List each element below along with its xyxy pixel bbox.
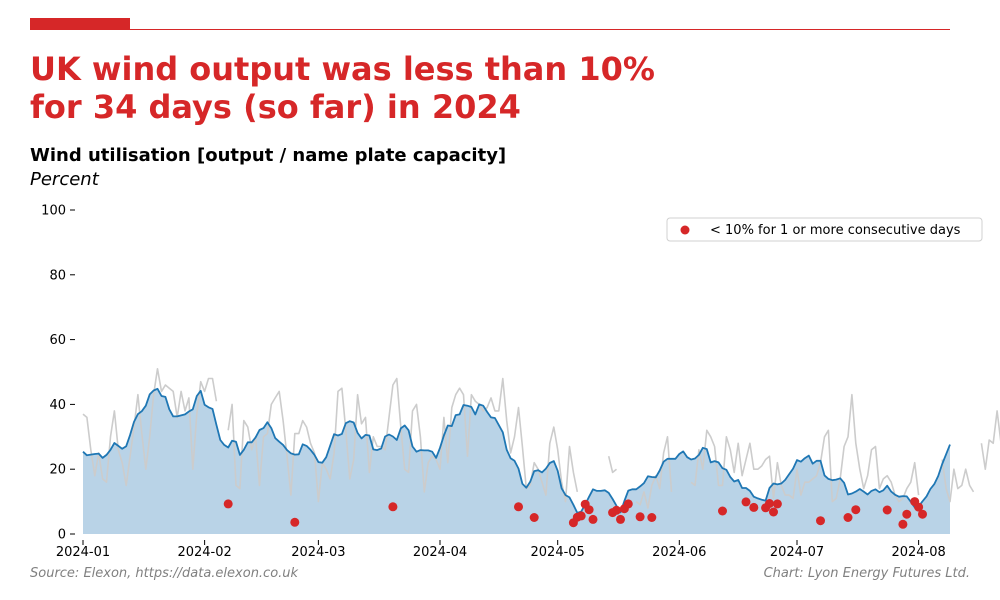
low-wind-marker bbox=[223, 499, 233, 509]
low-wind-marker bbox=[612, 505, 621, 515]
daily-utilisation-line bbox=[82, 368, 1000, 509]
low-wind-marker bbox=[616, 514, 625, 524]
legend-box bbox=[666, 217, 983, 242]
low-wind-marker bbox=[623, 499, 633, 509]
low-wind-marker bbox=[851, 505, 861, 515]
average-utilisation-line bbox=[82, 387, 951, 514]
low-wind-marker bbox=[514, 502, 523, 512]
chart-title-line: for 34 days (so far) in 2024 bbox=[30, 88, 521, 126]
low-wind-marker bbox=[388, 502, 398, 512]
accent-rule bbox=[30, 29, 950, 30]
y-tick-label: 40 bbox=[49, 398, 66, 413]
low-wind-marker bbox=[529, 513, 539, 522]
low-wind-marker bbox=[882, 505, 892, 515]
y-tick-label: 60 bbox=[49, 333, 66, 348]
low-wind-marker bbox=[772, 499, 782, 509]
low-wind-marker bbox=[718, 506, 727, 516]
low-wind-marker bbox=[635, 512, 645, 522]
accent-bar bbox=[30, 18, 130, 30]
low-wind-marker bbox=[588, 514, 598, 524]
low-wind-marker bbox=[576, 511, 586, 521]
low-wind-marker bbox=[769, 507, 778, 517]
average-area bbox=[83, 388, 950, 534]
low-wind-marker bbox=[914, 502, 924, 512]
chart-title: UK wind output was less than 10% for 34 … bbox=[30, 50, 790, 126]
chart-subtitle: Wind utilisation [output / name plate ca… bbox=[30, 145, 507, 166]
x-tick-label: 2024-04 bbox=[413, 545, 467, 560]
chart-credit: Chart: Lyon Energy Futures Ltd. bbox=[763, 566, 970, 581]
low-wind-marker bbox=[918, 509, 927, 519]
low-wind-marker bbox=[749, 502, 759, 512]
x-tick-label: 2024-05 bbox=[531, 545, 585, 560]
y-tick-label: 20 bbox=[49, 463, 66, 478]
x-tick-label: 2024-06 bbox=[652, 545, 706, 560]
y-tick-label: 0 bbox=[58, 528, 66, 543]
legend-label: < 10% for 1 or more consecutive days bbox=[710, 223, 961, 238]
chart-title-line: UK wind output was less than 10% bbox=[30, 50, 655, 88]
legend: < 10% for 1 or more consecutive days bbox=[666, 217, 983, 242]
unit-label: Percent bbox=[30, 169, 99, 190]
y-tick-label: 100 bbox=[41, 204, 66, 219]
low-wind-marker bbox=[647, 513, 657, 522]
low-wind-marker bbox=[843, 513, 853, 522]
low-wind-marker bbox=[898, 519, 908, 529]
x-tick-label: 2024-02 bbox=[177, 545, 231, 560]
x-tick-label: 2024-03 bbox=[291, 545, 345, 560]
low-wind-marker bbox=[816, 516, 825, 526]
low-wind-marker bbox=[741, 497, 751, 507]
low-wind-marker bbox=[902, 509, 912, 519]
y-tick-label: 80 bbox=[49, 268, 66, 283]
low-wind-marker bbox=[584, 505, 594, 515]
x-tick-label: 2024-07 bbox=[770, 545, 824, 560]
x-tick-label: 2024-01 bbox=[56, 545, 110, 560]
legend-marker bbox=[680, 225, 690, 235]
x-tick-label: 2024-08 bbox=[891, 545, 945, 560]
low-wind-marker bbox=[765, 499, 774, 508]
low-wind-marker bbox=[290, 517, 300, 527]
source-note: Source: Elexon, https://data.elexon.co.u… bbox=[30, 566, 299, 581]
